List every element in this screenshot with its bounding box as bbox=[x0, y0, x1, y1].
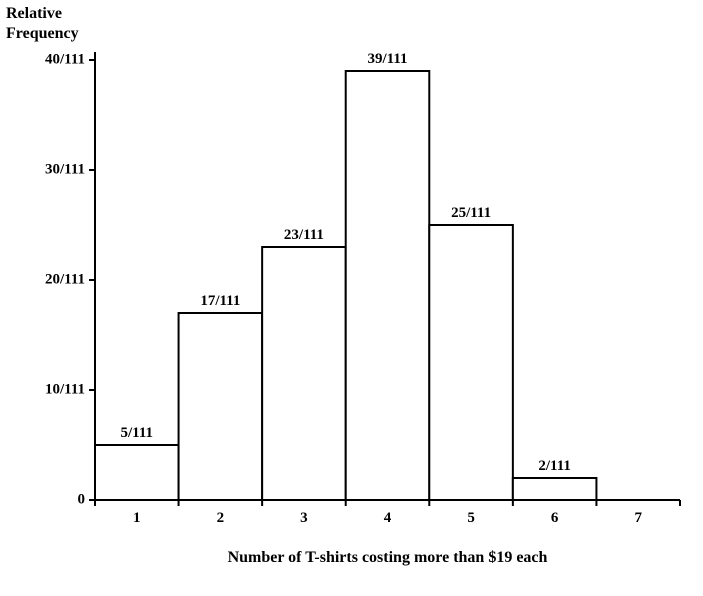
y-tick-label: 0 bbox=[78, 491, 86, 507]
bar-value-label: 39/111 bbox=[367, 51, 407, 67]
x-tick-label: 5 bbox=[467, 510, 475, 526]
relative-frequency-histogram: 5/111 17/111 23/111 39/111 25/111 2/111 0 10/11… bbox=[0, 0, 703, 596]
bar-value-label: 23/111 bbox=[284, 227, 324, 243]
x-tick-label: 4 bbox=[384, 510, 392, 526]
y-tick-label: 30/111 bbox=[45, 161, 85, 177]
bar bbox=[95, 445, 179, 500]
x-tick-label: 2 bbox=[217, 510, 225, 526]
y-axis-title-line1: Relative bbox=[6, 5, 62, 22]
x-tick-label: 7 bbox=[634, 510, 642, 526]
bar bbox=[429, 225, 513, 500]
bar-value-label: 17/111 bbox=[200, 293, 240, 309]
bar bbox=[513, 478, 597, 500]
bar bbox=[262, 247, 346, 500]
y-tick-label: 40/111 bbox=[45, 51, 85, 67]
x-tick-label: 1 bbox=[133, 510, 141, 526]
x-axis-title: Number of T-shirts costing more than $19… bbox=[228, 549, 548, 566]
x-tick-label: 6 bbox=[551, 510, 559, 526]
bar bbox=[346, 71, 430, 500]
y-tick-label: 20/111 bbox=[45, 271, 85, 287]
bar-value-label: 5/111 bbox=[121, 425, 154, 441]
bar bbox=[179, 313, 263, 500]
bars-group: 5/111 17/111 23/111 39/111 25/111 2/111 bbox=[95, 51, 596, 500]
y-tick-label: 10/111 bbox=[45, 381, 85, 397]
x-tick-label: 3 bbox=[300, 510, 308, 526]
bar-value-label: 25/111 bbox=[451, 205, 491, 221]
y-axis-title-line2: Frequency bbox=[6, 25, 79, 42]
bar-value-label: 2/111 bbox=[538, 458, 571, 474]
